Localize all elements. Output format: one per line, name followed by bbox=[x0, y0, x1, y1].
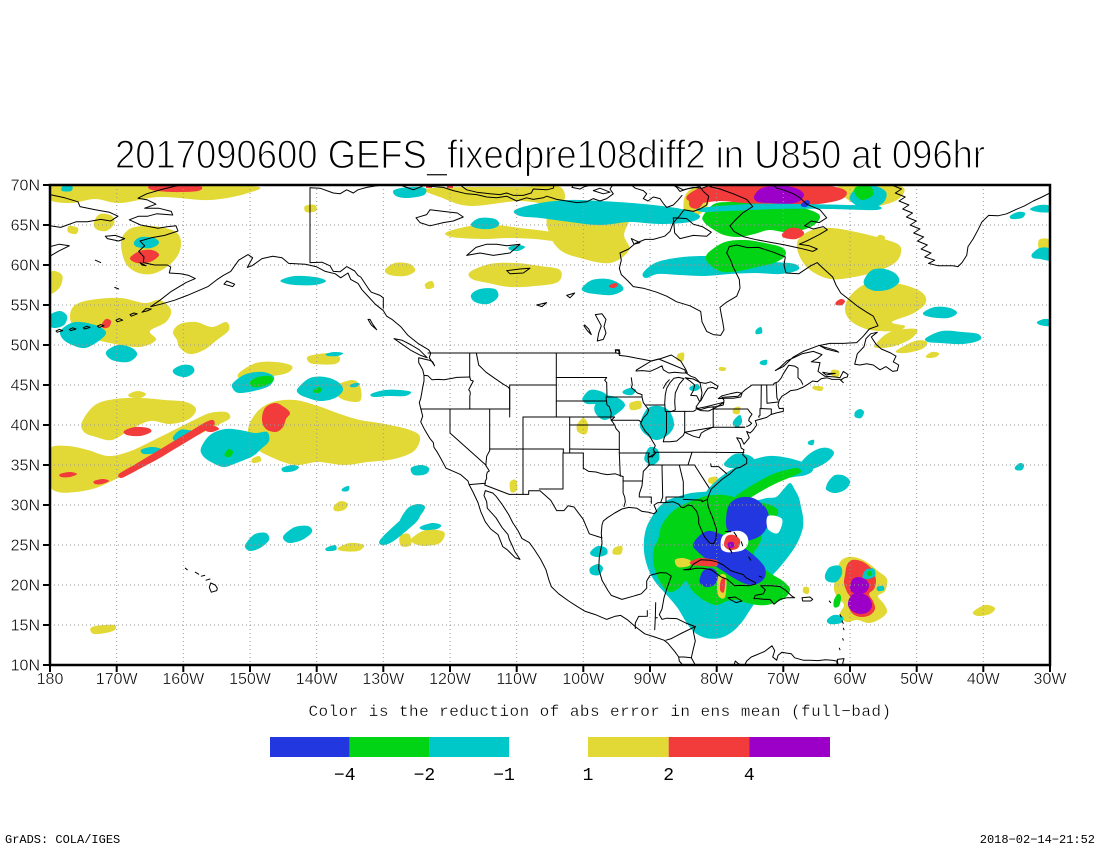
svg-text:90W: 90W bbox=[634, 671, 668, 688]
svg-text:170W: 170W bbox=[96, 671, 139, 688]
svg-text:50N: 50N bbox=[11, 338, 40, 355]
svg-text:55N: 55N bbox=[11, 298, 40, 315]
svg-text:Color is the reduction of abs: Color is the reduction of abs error in e… bbox=[309, 703, 892, 721]
svg-text:35N: 35N bbox=[11, 458, 40, 475]
svg-text:40W: 40W bbox=[967, 671, 1001, 688]
svg-text:150W: 150W bbox=[229, 671, 272, 688]
svg-text:80W: 80W bbox=[700, 671, 734, 688]
svg-text:100W: 100W bbox=[562, 671, 605, 688]
svg-text:60W: 60W bbox=[834, 671, 868, 688]
svg-text:15N: 15N bbox=[11, 618, 40, 635]
svg-text:65N: 65N bbox=[11, 218, 40, 235]
svg-text:60N: 60N bbox=[11, 258, 40, 275]
svg-text:45N: 45N bbox=[11, 378, 40, 395]
svg-text:−4: −4 bbox=[334, 766, 356, 786]
svg-text:−2: −2 bbox=[414, 766, 436, 786]
svg-text:30N: 30N bbox=[11, 498, 40, 515]
svg-text:160W: 160W bbox=[162, 671, 205, 688]
svg-text:70N: 70N bbox=[11, 178, 40, 195]
svg-text:70W: 70W bbox=[767, 671, 801, 688]
svg-text:120W: 120W bbox=[429, 671, 472, 688]
svg-text:2017090600 GEFS_fixedpre108dif: 2017090600 GEFS_fixedpre108diff2 in U850… bbox=[115, 133, 985, 177]
svg-text:2018−02−14−21:52: 2018−02−14−21:52 bbox=[980, 833, 1095, 847]
svg-text:110W: 110W bbox=[496, 671, 538, 688]
svg-text:−1: −1 bbox=[493, 766, 515, 786]
svg-text:130W: 130W bbox=[362, 671, 405, 688]
svg-text:25N: 25N bbox=[11, 538, 40, 555]
svg-text:10N: 10N bbox=[11, 658, 40, 675]
svg-text:30W: 30W bbox=[1034, 671, 1068, 688]
svg-text:140W: 140W bbox=[296, 671, 339, 688]
svg-text:4: 4 bbox=[744, 766, 755, 786]
svg-text:180: 180 bbox=[37, 671, 64, 688]
svg-text:20N: 20N bbox=[11, 578, 40, 595]
svg-text:2: 2 bbox=[663, 766, 674, 786]
svg-text:1: 1 bbox=[583, 766, 594, 786]
svg-text:50W: 50W bbox=[900, 671, 934, 688]
svg-text:GrADS: COLA/IGES: GrADS: COLA/IGES bbox=[5, 833, 120, 847]
svg-text:40N: 40N bbox=[11, 418, 40, 435]
